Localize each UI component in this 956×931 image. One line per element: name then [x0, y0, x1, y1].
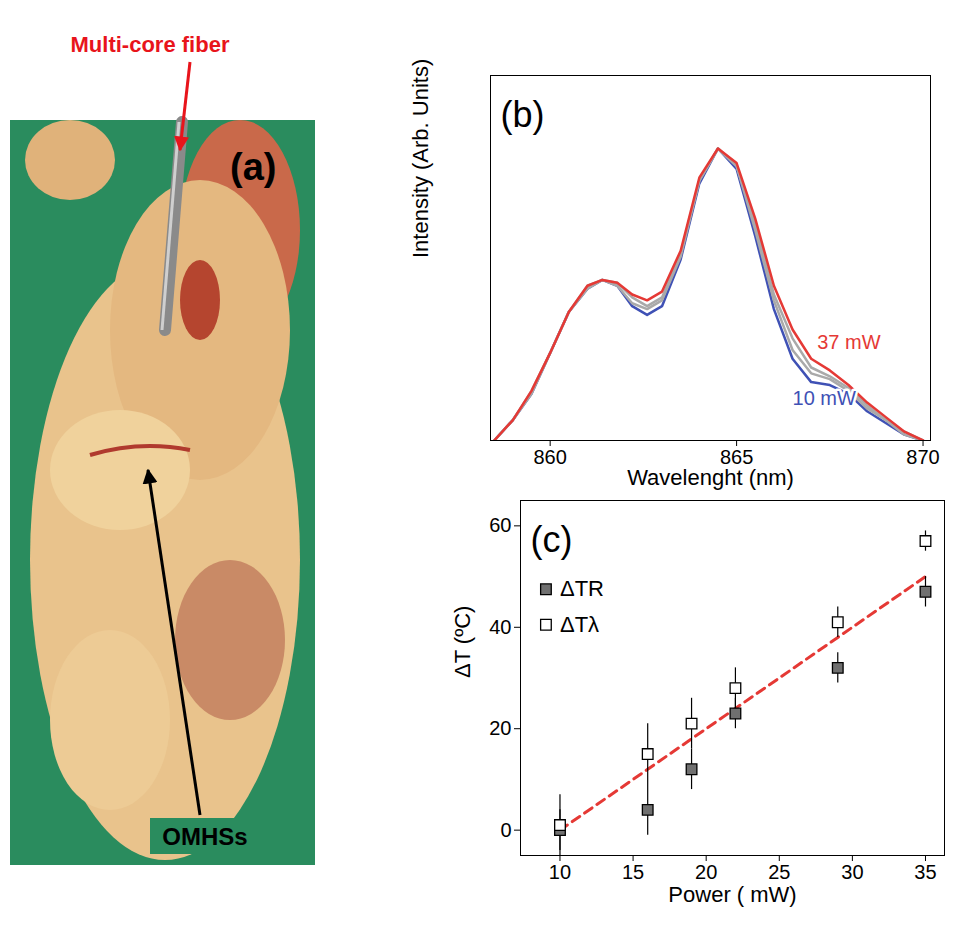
svg-text:(a): (a) — [230, 146, 276, 188]
svg-text:Power ( mW): Power ( mW) — [668, 882, 796, 907]
svg-text:Multi-core fiber: Multi-core fiber — [71, 32, 230, 57]
svg-text:15: 15 — [622, 861, 644, 883]
svg-text:20: 20 — [695, 861, 717, 883]
svg-text:(c): (c) — [531, 519, 573, 560]
svg-text:Wavelenght (nm): Wavelenght (nm) — [627, 465, 794, 490]
svg-text:60: 60 — [489, 514, 511, 536]
svg-text:30: 30 — [841, 861, 863, 883]
svg-text:35: 35 — [914, 861, 936, 883]
svg-text:865: 865 — [719, 445, 754, 468]
svg-text:25: 25 — [768, 861, 790, 883]
svg-text:ΔTλ: ΔTλ — [560, 612, 599, 637]
svg-text:ΔTR: ΔTR — [560, 576, 604, 601]
svg-text:860: 860 — [533, 446, 566, 468]
svg-text:10: 10 — [549, 861, 571, 883]
svg-text:Intensity (Arb. Units): Intensity (Arb. Units) — [408, 59, 433, 258]
svg-text:(b): (b) — [501, 94, 545, 135]
svg-text:40: 40 — [489, 616, 511, 638]
svg-text:ΔT (ºC): ΔT (ºC) — [450, 606, 475, 678]
svg-text:OMHSs: OMHSs — [162, 823, 247, 850]
svg-text:37 mW: 37 mW — [817, 331, 880, 353]
svg-text:10 mW: 10 mW — [793, 387, 856, 409]
svg-text:20: 20 — [489, 717, 511, 739]
svg-text:870: 870 — [906, 446, 939, 468]
svg-text:0: 0 — [500, 819, 511, 841]
